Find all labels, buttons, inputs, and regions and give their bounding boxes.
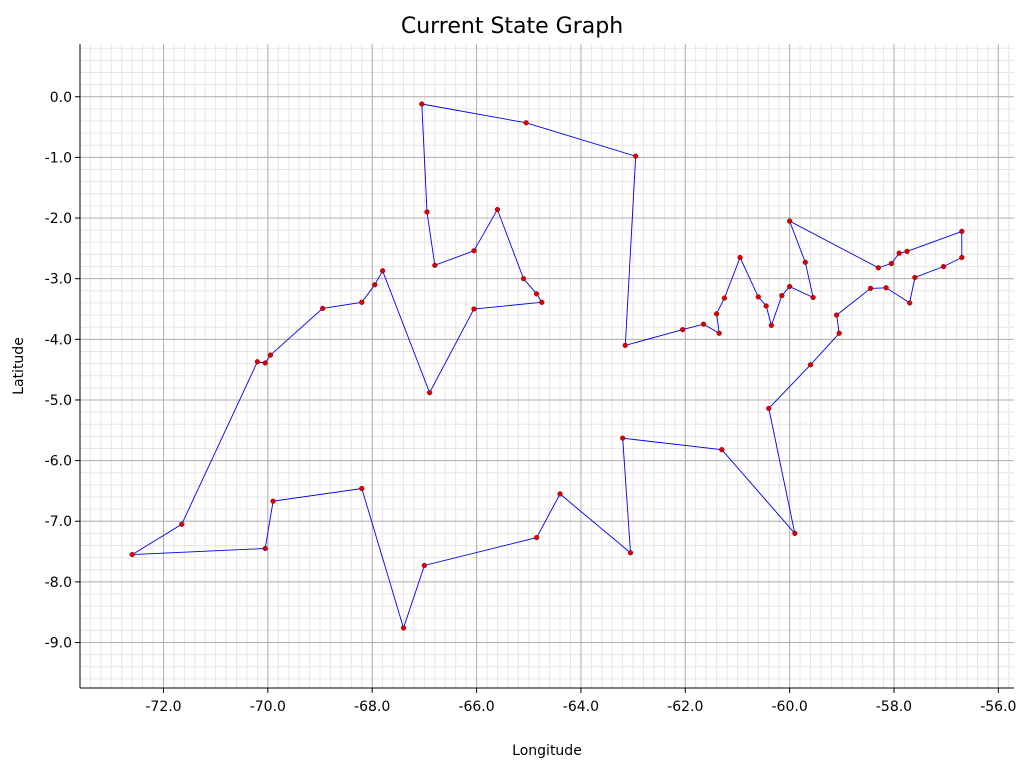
y-ticks: 0.0 -1.0 -2.0 -3.0 -4.0 -5.0 -6.0 -7.0 -8.0 -9.0 [45,90,80,652]
data-point [432,262,438,268]
data-point [359,485,365,492]
data-point [179,521,185,527]
data-point [807,362,814,368]
data-point [836,330,842,336]
data-point [633,153,639,159]
x-tick-label: -70.0 [250,699,286,715]
y-tick-label: -7.0 [45,514,72,530]
data-point [716,330,722,336]
chart-title: Current State Graph [401,14,623,39]
axes [79,44,1014,689]
data-point [779,293,785,299]
y-tick-label: -9.0 [45,636,72,652]
data-point [700,321,707,327]
data-point [755,294,761,300]
data-point [520,276,527,282]
data-point [419,101,425,107]
data-point [424,209,430,215]
x-tick-label: -58.0 [876,699,912,715]
data-point [912,274,918,281]
data-point [471,248,477,254]
y-tick-label: -5.0 [45,393,72,409]
data-point [262,360,268,366]
y-tick-label: -4.0 [45,332,72,348]
data-point [270,498,276,504]
data-point [533,535,540,541]
x-tick-label: -60.0 [772,699,808,715]
x-ticks: -72.0 -70.0 -68.0 -66.0 -64.0 -62.0 -60.0 -58.0… [145,688,1016,715]
route-path [131,103,963,630]
data-point [810,294,816,301]
minor-grid [80,44,1014,688]
data-point [713,311,720,317]
data-point [622,342,628,348]
x-tick-label: -66.0 [458,699,494,715]
data-point [896,250,902,256]
data-point [766,405,772,412]
x-tick-label: -72.0 [145,699,181,715]
data-point [959,254,965,261]
y-tick-label: 0.0 [50,90,72,106]
y-tick-label: -1.0 [45,150,72,166]
y-tick-label: -8.0 [45,575,72,591]
data-point [883,285,889,291]
data-point [959,228,965,234]
data-point [129,551,135,558]
data-point [557,491,563,497]
y-tick-label: -6.0 [45,454,72,470]
x-tick-label: -64.0 [563,699,599,715]
data-point [627,550,634,556]
data-point [792,530,798,536]
x-tick-label: -62.0 [667,699,703,715]
data-point [620,435,626,441]
data-point [262,545,268,552]
y-tick-label: -2.0 [45,211,72,227]
data-point [533,291,540,297]
data-point [787,218,793,224]
data-point [426,390,433,396]
data-point [737,254,743,261]
data-point [719,447,725,453]
data-point [888,260,894,267]
data-point [523,120,529,126]
data-point [320,305,326,311]
y-axis-label: Latitude [11,337,27,395]
data-point [359,299,365,305]
major-grid [80,44,1014,688]
x-axis-label: Longitude [512,743,582,759]
route-points [129,101,965,631]
data-point [471,306,477,312]
data-point [680,327,686,333]
data-point [421,562,427,569]
data-point [907,300,913,306]
data-point [372,282,378,288]
data-point [768,322,774,328]
route-line [131,103,963,630]
data-point [380,268,386,274]
data-point [721,295,728,301]
data-point [400,625,407,631]
data-point [867,285,874,291]
data-point [940,263,947,270]
data-point [787,283,793,290]
y-tick-label: -3.0 [45,272,72,288]
x-tick-label: -56.0 [980,699,1016,715]
data-point [267,352,274,358]
x-tick-label: -68.0 [354,699,390,715]
data-point [875,265,881,271]
data-point [904,248,910,254]
data-point [802,259,808,265]
data-point [833,312,840,318]
data-point [539,299,545,305]
data-point [494,206,501,213]
data-point [254,359,261,365]
data-point [763,303,769,309]
